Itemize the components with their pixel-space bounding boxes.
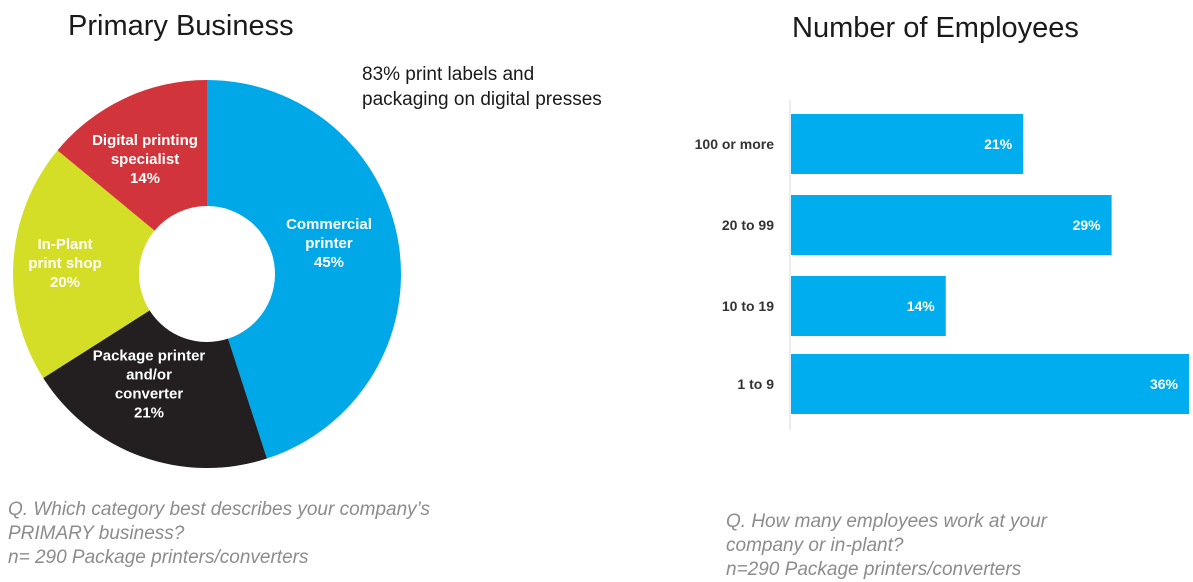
question-right-line: company or in-plant?	[726, 535, 904, 556]
slice-label-line: 14%	[130, 170, 160, 187]
question-left: Q. Which category best describes your co…	[8, 498, 568, 570]
donut-title: Primary Business	[68, 10, 294, 42]
bar-value-label: 21%	[984, 136, 1013, 152]
slice-label-line: In-Plant	[38, 236, 93, 253]
employees-bar-chart: 100 or more 21% 20 to 99 29% 10 to 19 14% 1 to…	[695, 100, 1189, 430]
slice-label-line: 20%	[50, 274, 80, 291]
bar-value-label: 36%	[1150, 376, 1179, 392]
slice-label-line: Package printer	[93, 348, 206, 365]
slice-label: Commercial printer 45%	[286, 216, 372, 271]
donut-annotation-line: packaging on digital presses	[362, 89, 602, 110]
question-left-line: n= 290 Package printers/converters	[8, 547, 309, 568]
bar	[791, 354, 1189, 414]
slice-label: Digital printing specialist 14%	[92, 132, 198, 187]
donut-slice	[207, 80, 401, 459]
category-label: 100 or more	[695, 136, 775, 152]
question-right-line: Q. How many employees work at your	[726, 511, 1048, 532]
donut-slice	[43, 310, 267, 468]
slice-label-line: converter	[115, 386, 184, 403]
slice-label: Package printer and/or converter 21%	[93, 348, 206, 422]
slice-label-line: 21%	[134, 405, 164, 422]
slice-label: In-Plant print shop 20%	[28, 236, 101, 291]
slice-label-line: printer	[305, 235, 353, 252]
question-right: Q. How many employees work at your compa…	[726, 510, 1186, 582]
slice-label-line: 45%	[314, 254, 344, 271]
slice-label-line: print shop	[28, 255, 101, 272]
category-label: 10 to 19	[722, 298, 774, 314]
category-label: 20 to 99	[722, 217, 774, 233]
donut-slice	[57, 80, 207, 231]
donut-chart: Commercial printer 45% Package printer and/o…	[12, 80, 401, 468]
bar-title: Number of Employees	[792, 12, 1079, 44]
bar	[791, 195, 1112, 255]
question-left-line: Q. Which category best describes your co…	[8, 499, 431, 520]
donut-annotation: 83% print labels and packaging on digita…	[362, 62, 602, 112]
bar	[791, 276, 946, 336]
question-left-line: PRIMARY business?	[8, 523, 185, 544]
bar-value-label: 14%	[907, 298, 936, 314]
slice-label-line: Commercial	[286, 216, 372, 233]
bar-value-label: 29%	[1073, 217, 1102, 233]
donut-slice	[12, 150, 155, 378]
slice-label-line: Digital printing	[92, 132, 198, 149]
slice-label-line: and/or	[126, 367, 172, 384]
donut-annotation-line: 83% print labels and	[362, 64, 535, 85]
category-label: 1 to 9	[737, 376, 774, 392]
bar	[791, 114, 1024, 174]
question-right-line: n=290 Package printers/converters	[726, 559, 1022, 580]
slice-label-line: specialist	[111, 151, 179, 168]
